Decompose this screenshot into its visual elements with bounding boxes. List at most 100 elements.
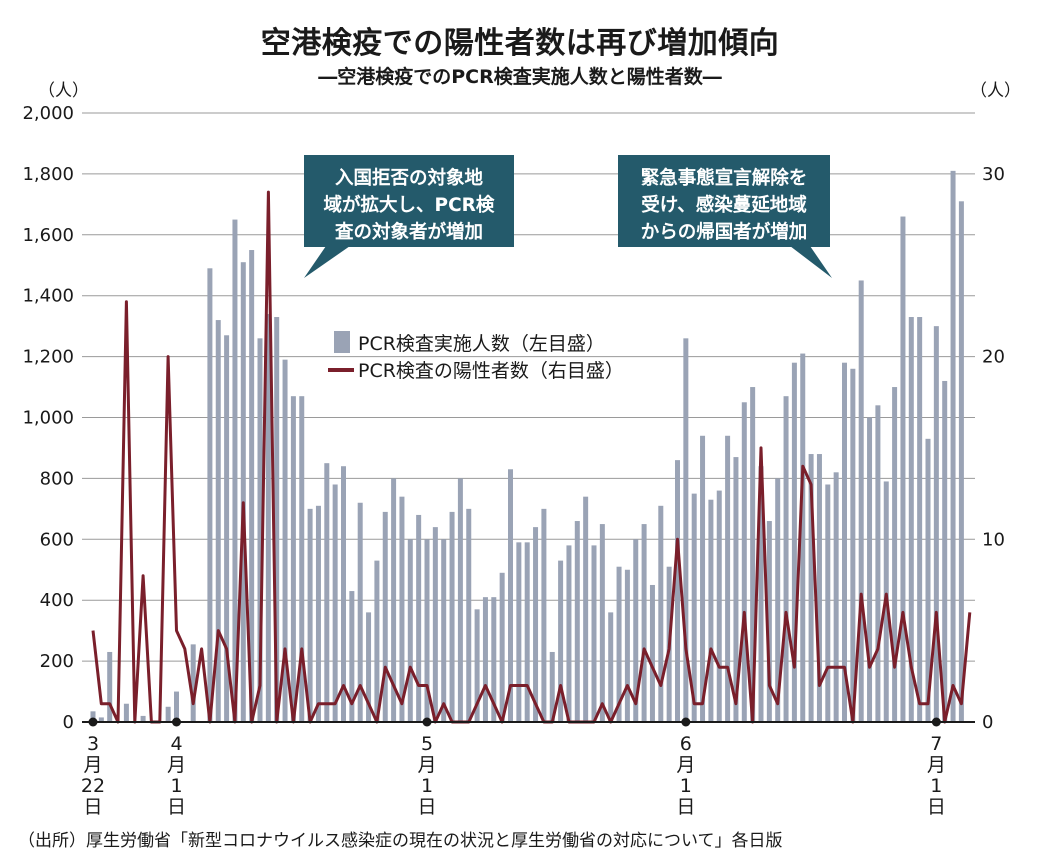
legend-bar-label: PCR検査実施人数（左目盛）: [358, 333, 605, 355]
source-note: （出所）厚生労働省「新型コロナウイルス感染症の現在の状況と厚生労働省の対応につい…: [18, 831, 783, 851]
bar: [357, 502, 363, 722]
date-label: 日: [417, 796, 436, 818]
bar: [675, 460, 680, 722]
bar: [808, 454, 814, 722]
bar: [123, 703, 129, 722]
right-tick-label: 30: [982, 164, 1005, 185]
date-label: 月: [167, 754, 186, 776]
date-label: 月: [676, 754, 695, 776]
bar: [332, 484, 338, 722]
bar: [315, 505, 321, 722]
bar: [224, 335, 230, 722]
bar: [391, 478, 397, 722]
bar: [583, 496, 589, 722]
date-marker: [88, 717, 98, 727]
date-label: 月: [927, 754, 946, 776]
bar: [466, 508, 472, 722]
bar: [933, 326, 939, 722]
left-tick-label: 1,000: [22, 408, 74, 429]
bar: [616, 566, 622, 722]
bar: [900, 216, 906, 722]
bar: [524, 542, 530, 722]
bar: [508, 469, 513, 722]
bar: [474, 609, 480, 722]
date-marker: [681, 717, 691, 727]
bar: [875, 405, 881, 722]
bar: [307, 508, 313, 722]
bar: [449, 511, 455, 722]
date-label: 月: [83, 754, 102, 776]
bar: [950, 170, 956, 723]
bar: [683, 338, 689, 722]
bar: [249, 250, 255, 722]
bar: [842, 362, 847, 722]
annotation-2-pointer: [790, 246, 832, 278]
bar: [399, 496, 405, 722]
bar: [240, 262, 246, 722]
bar: [232, 219, 238, 722]
bar: [858, 280, 864, 722]
bar: [958, 201, 964, 722]
left-tick-label: 400: [40, 590, 74, 611]
bar: [599, 524, 605, 722]
bar: [549, 651, 555, 722]
bar: [733, 457, 739, 722]
bar: [942, 380, 948, 722]
bar: [174, 691, 179, 722]
bar: [299, 396, 305, 722]
bar: [691, 493, 697, 722]
date-marker: [931, 717, 941, 727]
bar: [758, 466, 764, 722]
bar: [290, 396, 296, 722]
annotation-1-box: [304, 155, 514, 247]
right-tick-label: 0: [982, 712, 993, 733]
date-label: 日: [927, 796, 946, 818]
bar: [274, 317, 280, 722]
date-label: 1: [421, 775, 433, 797]
bar: [366, 612, 372, 722]
date-label: 日: [83, 796, 102, 818]
bar: [633, 539, 639, 722]
date-label: 7: [930, 733, 942, 755]
bar-series: [90, 170, 964, 723]
left-tick-label: 1,400: [22, 286, 74, 307]
bar: [833, 472, 839, 722]
bar: [741, 402, 747, 722]
chart-area: 02004006008001,0001,2001,4001,6001,8002,…: [22, 81, 1021, 818]
left-tick-label: 1,800: [22, 164, 74, 185]
bar: [491, 597, 497, 722]
bar: [591, 545, 597, 722]
bar: [850, 368, 856, 722]
date-label: 1: [680, 775, 692, 797]
bar: [541, 508, 547, 722]
left-tick-label: 2,000: [22, 103, 74, 124]
chart-title: 空港検疫での陽性者数は再び増加傾向: [260, 26, 780, 61]
left-tick-label: 1,600: [22, 225, 74, 246]
bar: [558, 560, 564, 722]
bar: [416, 514, 422, 722]
bar: [107, 651, 113, 722]
bar: [908, 317, 914, 722]
bar: [349, 591, 355, 722]
right-tick-label: 10: [982, 529, 1005, 550]
annotation-1: 入国拒否の対象地 域が拡大し、PCR検 査の対象者が増加: [304, 155, 514, 278]
bar: [925, 438, 931, 722]
bar: [867, 417, 873, 722]
bar: [566, 545, 572, 722]
right-tick-label: 20: [982, 347, 1005, 368]
bar: [265, 313, 271, 722]
bar: [658, 505, 664, 722]
bar: [140, 715, 146, 722]
left-axis-unit: （人）: [38, 81, 89, 101]
date-label: 月: [417, 754, 436, 776]
bar: [574, 521, 580, 722]
bar: [215, 320, 221, 722]
date-label: 6: [680, 733, 692, 755]
bar: [382, 511, 388, 722]
bar: [533, 527, 539, 722]
bar: [825, 484, 831, 722]
date-label: 1: [170, 775, 182, 797]
bar: [165, 706, 171, 722]
date-marker: [172, 717, 181, 727]
bar: [190, 644, 196, 722]
